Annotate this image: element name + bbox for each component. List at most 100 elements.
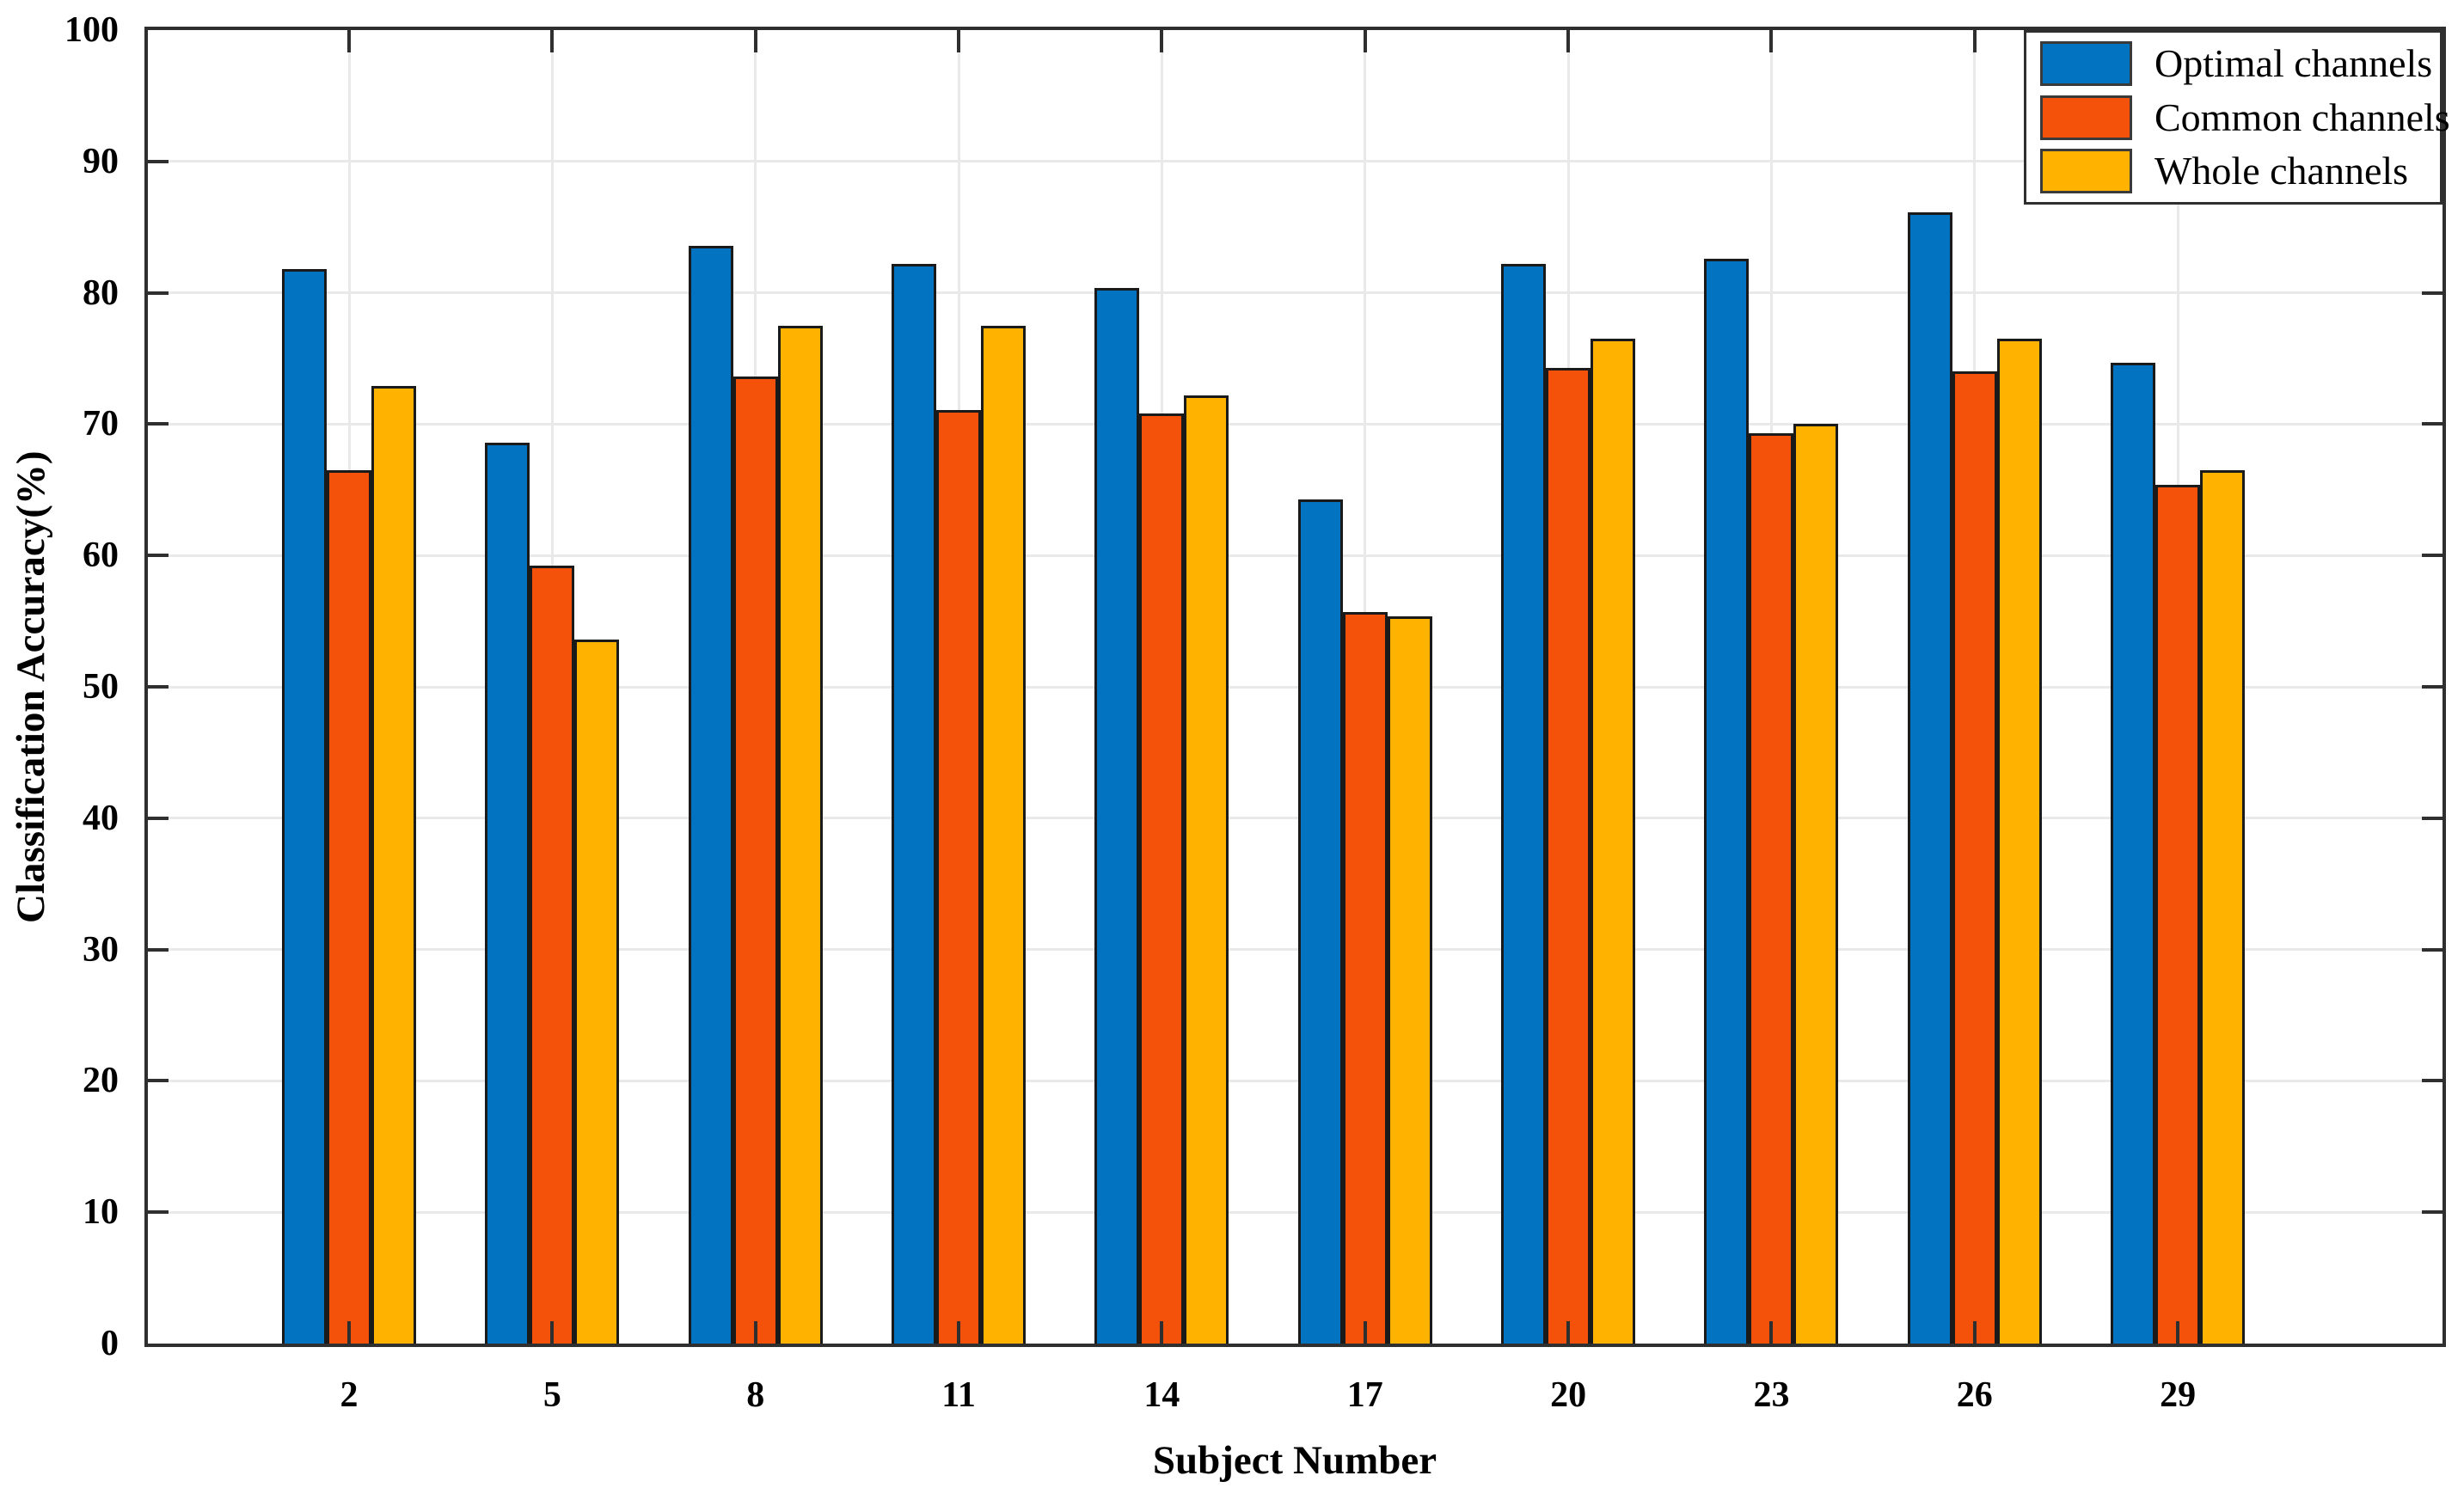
bar-whole-subject-26 xyxy=(1996,339,2042,1344)
y-tick-label: 0 xyxy=(101,1324,119,1363)
x-tick-label: 5 xyxy=(542,1375,561,1415)
y-axis-tick xyxy=(2422,291,2443,295)
bar-common-subject-11 xyxy=(936,409,982,1344)
x-axis-tick xyxy=(1769,1321,1774,1344)
y-axis-tick xyxy=(2422,1079,2443,1083)
gridline-horizontal xyxy=(148,160,2443,163)
y-axis-tick xyxy=(148,1079,169,1083)
bar-whole-subject-11 xyxy=(981,325,1027,1344)
bar-whole-subject-29 xyxy=(2200,469,2246,1344)
x-tick-label: 2 xyxy=(340,1375,359,1415)
y-axis-tick xyxy=(2422,422,2443,426)
x-tick-label: 17 xyxy=(1346,1375,1383,1415)
y-tick-label: 40 xyxy=(83,798,119,838)
x-axis-tick xyxy=(1566,1321,1571,1344)
legend: Optimal channels Common channels Whole c… xyxy=(2024,30,2450,205)
bar-whole-subject-2 xyxy=(371,386,416,1344)
legend-item-optimal-channels: Optimal channels xyxy=(2040,39,2433,89)
y-tick-label: 20 xyxy=(83,1061,119,1101)
bar-optimal-subject-17 xyxy=(1297,499,1343,1344)
y-tick-label: 100 xyxy=(64,10,119,50)
bar-common-subject-17 xyxy=(1342,611,1388,1344)
y-tick-label: 30 xyxy=(83,929,119,970)
x-tick-label: 26 xyxy=(1956,1375,1993,1415)
y-tick-label: 90 xyxy=(83,141,119,181)
legend-swatch-optimal-channels xyxy=(2040,41,2132,86)
gridline-horizontal xyxy=(148,291,2443,295)
bar-optimal-subject-23 xyxy=(1704,258,1750,1344)
y-axis-tick xyxy=(148,422,169,426)
x-axis-tick xyxy=(957,30,961,52)
y-tick-label: 70 xyxy=(83,404,119,444)
x-axis-tick xyxy=(550,1321,555,1344)
bar-whole-subject-8 xyxy=(777,325,823,1344)
x-axis-tick xyxy=(550,30,555,52)
legend-swatch-common-channels xyxy=(2040,95,2132,140)
bar-optimal-subject-11 xyxy=(892,263,937,1344)
bar-whole-subject-20 xyxy=(1591,339,1636,1344)
y-axis-tick xyxy=(148,1210,169,1215)
y-tick-label: 10 xyxy=(83,1192,119,1233)
y-axis-tick xyxy=(2422,554,2443,558)
bar-whole-subject-17 xyxy=(1387,615,1432,1344)
bar-whole-subject-23 xyxy=(1793,424,1839,1344)
x-tick-label: 11 xyxy=(941,1375,976,1415)
x-axis-tick xyxy=(2176,1321,2180,1344)
bar-common-subject-29 xyxy=(2155,484,2201,1344)
bar-optimal-subject-5 xyxy=(485,442,530,1344)
x-tick-label: 29 xyxy=(2160,1375,2197,1415)
y-axis-tick xyxy=(2422,816,2443,820)
gridline-horizontal xyxy=(148,1079,2443,1082)
legend-item-whole-channels: Whole channels xyxy=(2040,146,2431,196)
x-axis-tick xyxy=(1566,30,1571,52)
legend-swatch-whole-channels xyxy=(2040,149,2132,193)
x-tick-label: 14 xyxy=(1143,1375,1180,1415)
bar-common-subject-5 xyxy=(530,566,575,1344)
bar-optimal-subject-20 xyxy=(1501,263,1547,1344)
bar-common-subject-8 xyxy=(732,377,778,1344)
y-axis-tick xyxy=(148,816,169,820)
gridline-horizontal xyxy=(148,422,2443,426)
gridline-horizontal xyxy=(148,948,2443,952)
legend-item-common-channels: Common channels xyxy=(2040,93,2450,143)
x-tick-label: 23 xyxy=(1753,1375,1790,1415)
x-axis-tick xyxy=(1972,30,1977,52)
y-axis-tick xyxy=(148,554,169,558)
x-axis-tick xyxy=(1363,30,1367,52)
x-axis-tick xyxy=(957,1321,961,1344)
bar-optimal-subject-8 xyxy=(688,245,733,1344)
bar-common-subject-2 xyxy=(327,469,371,1344)
y-axis-tick xyxy=(148,685,169,689)
y-axis-tick xyxy=(2422,685,2443,689)
x-axis-tick xyxy=(753,1321,757,1344)
gridline-horizontal xyxy=(148,685,2443,689)
gridline-horizontal xyxy=(148,1210,2443,1214)
bar-common-subject-20 xyxy=(1546,367,1591,1344)
bar-optimal-subject-29 xyxy=(2111,362,2156,1344)
bar-common-subject-23 xyxy=(1749,433,1794,1344)
x-axis-tick xyxy=(1363,1321,1367,1344)
legend-label-whole-channels: Whole channels xyxy=(2154,149,2409,193)
x-axis-tick xyxy=(1972,1321,1977,1344)
bar-optimal-subject-2 xyxy=(282,269,327,1344)
y-axis-tick xyxy=(2422,947,2443,952)
bar-optimal-subject-14 xyxy=(1094,287,1140,1344)
y-axis-tick xyxy=(148,159,169,163)
y-axis-tick xyxy=(148,947,169,952)
gridline-horizontal xyxy=(148,554,2443,557)
plot-area: Optimal channels Common channels Whole c… xyxy=(144,27,2450,1347)
x-tick-label: 8 xyxy=(746,1375,765,1415)
bar-common-subject-26 xyxy=(1952,371,1997,1344)
bar-whole-subject-5 xyxy=(574,640,620,1344)
legend-label-optimal-channels: Optimal channels xyxy=(2154,41,2433,85)
x-tick-label: 20 xyxy=(1550,1375,1587,1415)
y-tick-label: 50 xyxy=(83,667,119,707)
bar-common-subject-14 xyxy=(1139,413,1185,1344)
x-axis-label: Subject Number xyxy=(1152,1438,1437,1483)
y-axis-tick xyxy=(148,291,169,295)
x-axis-tick xyxy=(753,30,757,52)
legend-label-common-channels: Common channels xyxy=(2154,95,2450,139)
y-axis-tick xyxy=(2422,1210,2443,1215)
x-axis-tick xyxy=(347,1321,351,1344)
